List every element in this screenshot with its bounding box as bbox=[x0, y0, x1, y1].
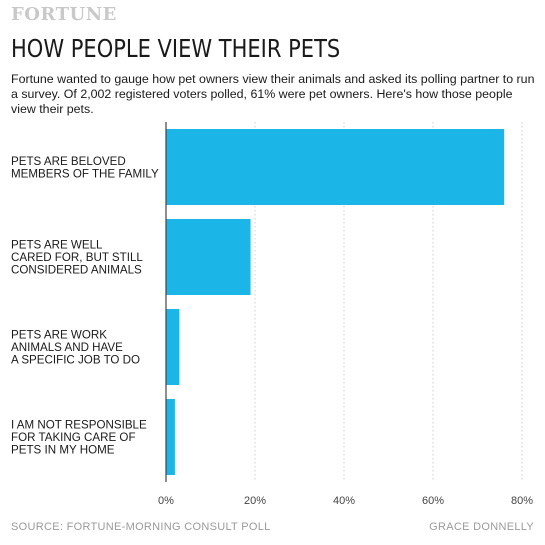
bar bbox=[166, 399, 175, 475]
category-label: PETS ARE WELL CARED FOR, BUT STILL CONSIDE… bbox=[11, 239, 143, 277]
author-credit: GRACE DONNELLY bbox=[429, 521, 534, 533]
bar bbox=[166, 309, 180, 385]
x-tick-label: 20% bbox=[244, 495, 266, 507]
x-tick-label: 60% bbox=[422, 495, 444, 507]
source-note: SOURCE: FORTUNE-MORNING CONSULT POLL bbox=[11, 521, 271, 533]
bar bbox=[166, 129, 505, 205]
chart-title: HOW PEOPLE VIEW THEIR PETS bbox=[11, 34, 341, 63]
category-label: PETS ARE BELOVED MEMBERS OF THE FAMILY bbox=[11, 155, 159, 181]
publication-logo: FORTUNE bbox=[11, 4, 117, 25]
category-label: I AM NOT RESPONSIBLE FOR TAKING CARE OF PE… bbox=[11, 419, 147, 457]
x-tick-label: 40% bbox=[333, 495, 355, 507]
bar bbox=[166, 219, 251, 295]
x-tick-label: 0% bbox=[158, 495, 174, 507]
category-label: PETS ARE WORK ANIMALS AND HAVE A SPECIFIC … bbox=[11, 329, 140, 367]
chart-subtitle: Fortune wanted to gauge how pet owners v… bbox=[11, 72, 535, 116]
x-tick-label: 80% bbox=[511, 495, 533, 507]
